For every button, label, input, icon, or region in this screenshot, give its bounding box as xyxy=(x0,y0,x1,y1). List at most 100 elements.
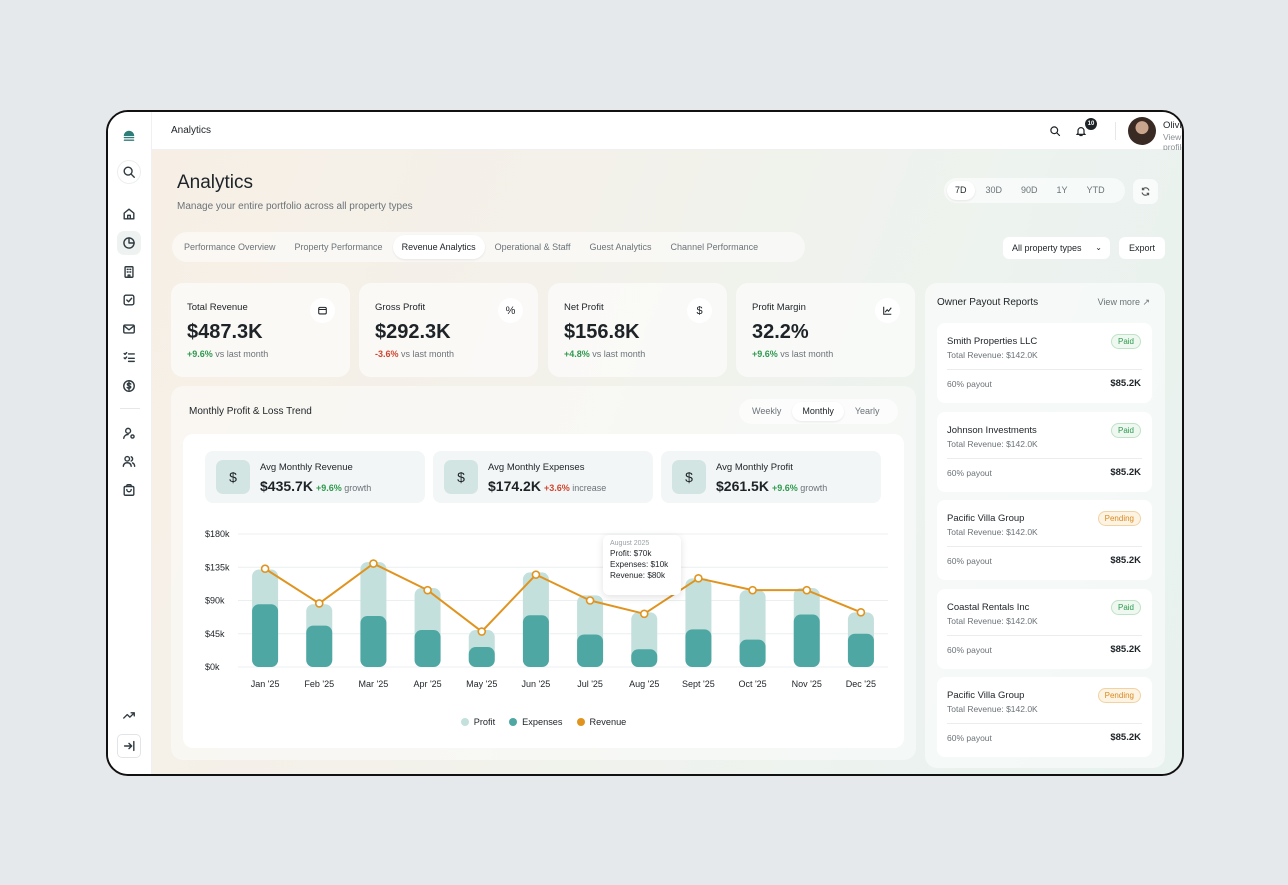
tooltip-expenses: Expenses: $10k xyxy=(610,560,669,569)
divider xyxy=(947,635,1142,636)
revenue-line xyxy=(264,562,862,633)
summary-avg-revenue: $ Avg Monthly Revenue $435.7K +9.6% growt… xyxy=(205,451,425,503)
stat-card-profit-margin: Profit Margin 32.2% +9.6% vs last month xyxy=(736,283,915,377)
tab-operational-staff[interactable]: Operational & Staff xyxy=(494,242,571,252)
export-button[interactable]: Export xyxy=(1119,237,1165,259)
stat-label: Gross Profit xyxy=(375,302,426,313)
stat-change-suffix: vs last month xyxy=(215,349,269,359)
trending-up-icon[interactable] xyxy=(117,703,141,727)
avatar[interactable] xyxy=(1128,117,1156,145)
period-weekly[interactable]: Weekly xyxy=(752,406,782,416)
date-range-selector: 7D 30D 90D 1Y YTD xyxy=(944,178,1125,203)
users-icon[interactable] xyxy=(117,449,141,473)
legend-label: Expenses xyxy=(522,717,563,727)
stat-change: +4.8% vs last month xyxy=(564,349,645,359)
tab-revenue-analytics[interactable]: Revenue Analytics xyxy=(392,235,485,259)
tab-property-performance[interactable]: Property Performance xyxy=(294,242,383,252)
payout-card[interactable]: Johnson Investments Paid Total Revenue: … xyxy=(937,412,1152,492)
legend-swatch xyxy=(576,718,585,726)
y-tick-label: $90k xyxy=(205,596,225,606)
revenue-point xyxy=(477,627,487,636)
stat-value: $156.8K xyxy=(564,321,640,343)
payout-card[interactable]: Pacific Villa Group Pending Total Revenu… xyxy=(937,677,1152,757)
stat-change-suffix: vs last month xyxy=(592,349,646,359)
legend-revenue[interactable]: Revenue xyxy=(576,717,627,727)
range-30d[interactable]: 30D xyxy=(985,185,1003,195)
top-bar: Analytics 10 Olivia View profile xyxy=(152,112,1184,152)
stat-change-value: +4.8% xyxy=(564,349,590,359)
view-profile-link[interactable]: View profile xyxy=(1163,132,1184,152)
revenue-point xyxy=(314,599,324,608)
expenses-bar xyxy=(847,633,874,667)
range-1y[interactable]: 1Y xyxy=(1056,185,1068,195)
legend-expenses[interactable]: Expenses xyxy=(509,717,563,727)
chart-tooltip: August 2025 Profit: $70k Expenses: $10k … xyxy=(603,535,681,595)
payout-owner-name: Pacific Villa Group xyxy=(947,690,1025,701)
tab-performance-overview[interactable]: Performance Overview xyxy=(184,242,276,252)
expenses-bar xyxy=(739,639,766,667)
revenue-point xyxy=(856,608,866,617)
payout-percentage: 60% payout xyxy=(947,556,992,566)
building-icon[interactable] xyxy=(117,260,141,284)
sidebar-divider xyxy=(120,408,140,409)
y-tick-label: $180k xyxy=(205,529,230,539)
refresh-button[interactable] xyxy=(1133,179,1158,204)
summary-label: Avg Monthly Revenue xyxy=(260,462,353,473)
expenses-bar xyxy=(360,616,387,667)
collapse-sidebar-icon[interactable] xyxy=(117,734,141,758)
payout-card[interactable]: Coastal Rentals Inc Paid Total Revenue: … xyxy=(937,589,1152,669)
status-badge: Paid xyxy=(1110,600,1141,615)
revenue-point xyxy=(639,609,649,619)
stat-card-net-profit: Net Profit $ $156.8K +4.8% vs last month xyxy=(548,283,727,377)
payout-amount: $85.2K xyxy=(1110,732,1141,743)
topbar-divider xyxy=(1115,122,1116,140)
summary-suffix: growth xyxy=(344,483,372,493)
tab-channel-performance[interactable]: Channel Performance xyxy=(670,242,759,252)
logo-icon[interactable] xyxy=(117,124,141,148)
user-name[interactable]: Olivia xyxy=(1163,120,1182,131)
x-tick-label: Jun '25 xyxy=(522,679,551,689)
summary-value: $174.2K +3.6% increase xyxy=(488,478,606,494)
range-ytd[interactable]: YTD xyxy=(1086,185,1105,195)
y-tick-label: $135k xyxy=(205,562,230,572)
summary-avg-profit: $ Avg Monthly Profit $261.5K +9.6% growth xyxy=(661,451,881,503)
revenue-point xyxy=(531,570,541,579)
payout-card[interactable]: Smith Properties LLC Paid Total Revenue:… xyxy=(937,323,1152,403)
period-monthly[interactable]: Monthly xyxy=(792,402,844,421)
revenue-point xyxy=(748,585,757,595)
payout-total-revenue: Total Revenue: $142.0K xyxy=(947,439,1038,449)
y-tick-label: $45k xyxy=(205,629,225,639)
x-tick-label: Jan '25 xyxy=(251,679,280,689)
stat-change-value: -3.6% xyxy=(375,349,399,359)
bag-icon[interactable] xyxy=(117,478,141,502)
analytics-icon[interactable] xyxy=(117,231,141,255)
main-content: Analytics Manage your entire portfolio a… xyxy=(152,150,1182,774)
user-settings-icon[interactable] xyxy=(117,421,141,445)
search-icon[interactable] xyxy=(117,160,141,184)
revenue-point xyxy=(369,559,378,568)
divider xyxy=(947,458,1142,459)
dollar-circle-icon[interactable] xyxy=(117,374,141,398)
stat-change-value: +9.6% xyxy=(187,349,213,359)
checklist-icon[interactable] xyxy=(117,345,141,369)
range-90d[interactable]: 90D xyxy=(1021,185,1038,195)
home-icon[interactable] xyxy=(117,202,141,226)
legend-profit[interactable]: Profit xyxy=(460,717,495,727)
payout-owner-name: Pacific Villa Group xyxy=(947,513,1025,524)
payout-card[interactable]: Pacific Villa Group Pending Total Revenu… xyxy=(937,500,1152,580)
property-type-dropdown[interactable]: All property types ⌄ xyxy=(1003,237,1110,259)
period-yearly[interactable]: Yearly xyxy=(854,406,880,416)
legend-swatch xyxy=(509,718,518,726)
chart-panel: $ Avg Monthly Revenue $435.7K +9.6% growt… xyxy=(183,434,904,748)
x-tick-label: Mar '25 xyxy=(359,679,389,689)
mail-icon[interactable] xyxy=(117,317,141,341)
payout-total-revenue: Total Revenue: $142.0K xyxy=(947,616,1038,626)
tab-guest-analytics[interactable]: Guest Analytics xyxy=(589,242,652,252)
divider xyxy=(947,723,1142,724)
bell-icon[interactable] xyxy=(1073,123,1089,139)
range-7d[interactable]: 7D xyxy=(947,181,975,200)
checkbox-icon[interactable] xyxy=(117,288,141,312)
search-icon[interactable] xyxy=(1047,123,1063,139)
legend-label: Revenue xyxy=(589,717,627,727)
view-more-link[interactable]: View more ↗ xyxy=(1097,297,1150,307)
